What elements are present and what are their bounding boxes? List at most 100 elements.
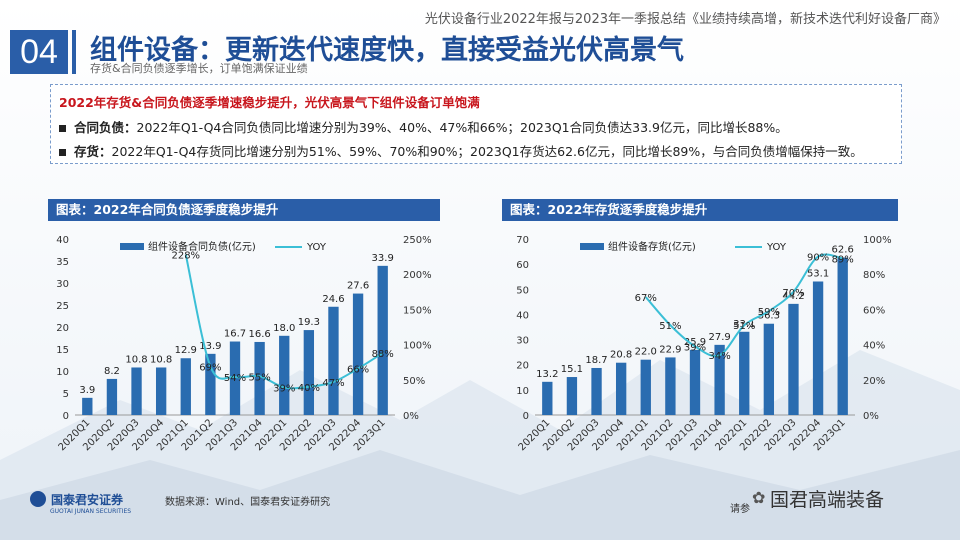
- bullet-text: 2022年Q1-Q4合同负债同比增速分别为39%、40%、47%和66%；202…: [136, 120, 788, 135]
- y2-tick-label: 0%: [863, 411, 879, 422]
- legend-bar-label: 组件设备存货(亿元): [608, 240, 696, 253]
- bar-value-label: 12.9: [175, 345, 197, 356]
- yoy-value-label: 55%: [248, 372, 270, 383]
- yoy-value-label: 228%: [171, 250, 200, 261]
- y-tick-label: 15: [56, 345, 69, 356]
- bar-value-label: 53.1: [807, 268, 829, 279]
- wechat-icon: ✿: [752, 488, 766, 507]
- bar: [591, 367, 602, 415]
- y2-tick-label: 150%: [403, 305, 432, 316]
- bar-value-label: 18.7: [585, 355, 607, 366]
- bar: [106, 378, 118, 415]
- bar: [352, 293, 364, 415]
- page-subtitle: 存货&合同负债逐季增长，订单饱满保证业绩: [90, 62, 308, 75]
- yoy-value-label: 88%: [372, 349, 394, 360]
- yoy-line: [184, 254, 384, 390]
- y-tick-label: 60: [516, 260, 529, 271]
- bar-value-label: 20.8: [610, 350, 632, 361]
- yoy-line: [645, 253, 843, 357]
- bar: [205, 353, 216, 415]
- bullet-square-icon: [59, 125, 66, 132]
- legend-bar-swatch: [120, 243, 144, 250]
- bar-value-label: 33.9: [372, 253, 394, 264]
- bar-value-label: 44.2: [782, 291, 804, 302]
- bar: [788, 303, 799, 415]
- yoy-value-label: 66%: [347, 365, 369, 376]
- y-tick-label: 0: [523, 411, 529, 422]
- logo-text: 国泰君安证券: [51, 492, 124, 507]
- y-tick-label: 40: [56, 235, 69, 246]
- bar: [665, 357, 676, 415]
- bar-value-label: 27.6: [347, 281, 369, 292]
- legend-bar-swatch: [580, 243, 604, 250]
- summary-title: 2022年存货&合同负债逐季增速稳步提升，光伏高景气下组件设备订单饱满: [59, 95, 480, 110]
- bar-value-label: 25.9: [684, 337, 706, 348]
- bar-value-label: 13.2: [536, 369, 558, 380]
- bar: [640, 359, 651, 415]
- bar-value-label: 15.1: [561, 364, 583, 375]
- yoy-value-label: 67%: [635, 293, 657, 304]
- bar: [303, 330, 315, 415]
- bar-value-label: 3.9: [79, 385, 95, 396]
- bar: [155, 367, 167, 415]
- bar-value-label: 16.6: [248, 329, 270, 340]
- bar-value-label: 19.3: [298, 317, 320, 328]
- yoy-value-label: 34%: [708, 351, 730, 362]
- bar-value-label: 13.9: [199, 341, 221, 352]
- yoy-value-label: 51%: [659, 321, 681, 332]
- y2-tick-label: 60%: [863, 305, 885, 316]
- logo-english: GUOTAI JUNAN SECURITIES: [50, 508, 132, 515]
- bar-value-label: 24.6: [322, 294, 344, 305]
- y2-tick-label: 80%: [863, 270, 885, 281]
- bullet-label: 存货：: [74, 144, 112, 159]
- bar: [377, 265, 388, 415]
- chart1-title: 图表：2022年合同负债逐季度稳步提升: [48, 199, 440, 221]
- bar-value-label: 62.6: [832, 245, 854, 256]
- footer-note: 请参: [730, 504, 750, 515]
- yoy-value-label: 40%: [298, 383, 320, 394]
- y-tick-label: 30: [56, 279, 69, 290]
- yoy-value-label: 70%: [782, 288, 804, 299]
- y2-tick-label: 100%: [863, 235, 892, 246]
- bar-value-label: 10.8: [150, 354, 172, 365]
- bar: [180, 358, 191, 415]
- y-tick-label: 50: [516, 285, 529, 296]
- bar: [837, 257, 848, 415]
- y-tick-label: 20: [56, 323, 69, 334]
- yoy-value-label: 54%: [224, 373, 246, 384]
- y-tick-label: 10: [56, 367, 69, 378]
- y-tick-label: 0: [63, 411, 69, 422]
- bar: [739, 331, 750, 415]
- y2-tick-label: 100%: [403, 341, 432, 352]
- bar: [689, 349, 701, 415]
- bar-value-label: 22.0: [635, 347, 657, 358]
- yoy-value-label: 59%: [758, 307, 780, 318]
- legend-bar-label: 组件设备合同负债(亿元): [148, 240, 256, 253]
- y2-tick-label: 20%: [863, 376, 885, 387]
- footer-logo: 国泰君安证券: [30, 490, 123, 508]
- y-tick-label: 25: [56, 301, 69, 312]
- bar: [615, 362, 627, 415]
- y2-tick-label: 250%: [403, 235, 432, 246]
- y-tick-label: 40: [516, 310, 529, 321]
- legend-line-label: YOY: [766, 242, 787, 253]
- bar: [542, 381, 553, 415]
- bullet-inventory: 存货：2022年Q1-Q4存货同比增速分别为51%、59%、70%和90%；20…: [59, 141, 863, 160]
- bar-value-label: 36.3: [758, 311, 780, 322]
- logo-icon: [30, 491, 46, 507]
- bullet-text: 2022年Q1-Q4存货同比增速分别为51%、59%、70%和90%；2023Q…: [111, 144, 863, 159]
- y2-tick-label: 50%: [403, 376, 425, 387]
- yoy-value-label: 39%: [273, 384, 295, 395]
- y2-tick-label: 200%: [403, 270, 432, 281]
- watermark: 国君高端装备: [770, 489, 885, 511]
- y-tick-label: 20: [516, 361, 529, 372]
- yoy-value-label: 39%: [684, 342, 706, 353]
- section-number: 04: [10, 30, 68, 74]
- yoy-value-label: 51%: [733, 321, 755, 332]
- bar-value-label: 27.9: [708, 332, 730, 343]
- bar: [229, 341, 241, 415]
- bullet-label: 合同负债：: [74, 120, 137, 135]
- yoy-value-label: 47%: [322, 378, 344, 389]
- page-title: 组件设备：更新迭代速度快，直接受益光伏高景气: [90, 35, 684, 66]
- bar: [714, 344, 725, 415]
